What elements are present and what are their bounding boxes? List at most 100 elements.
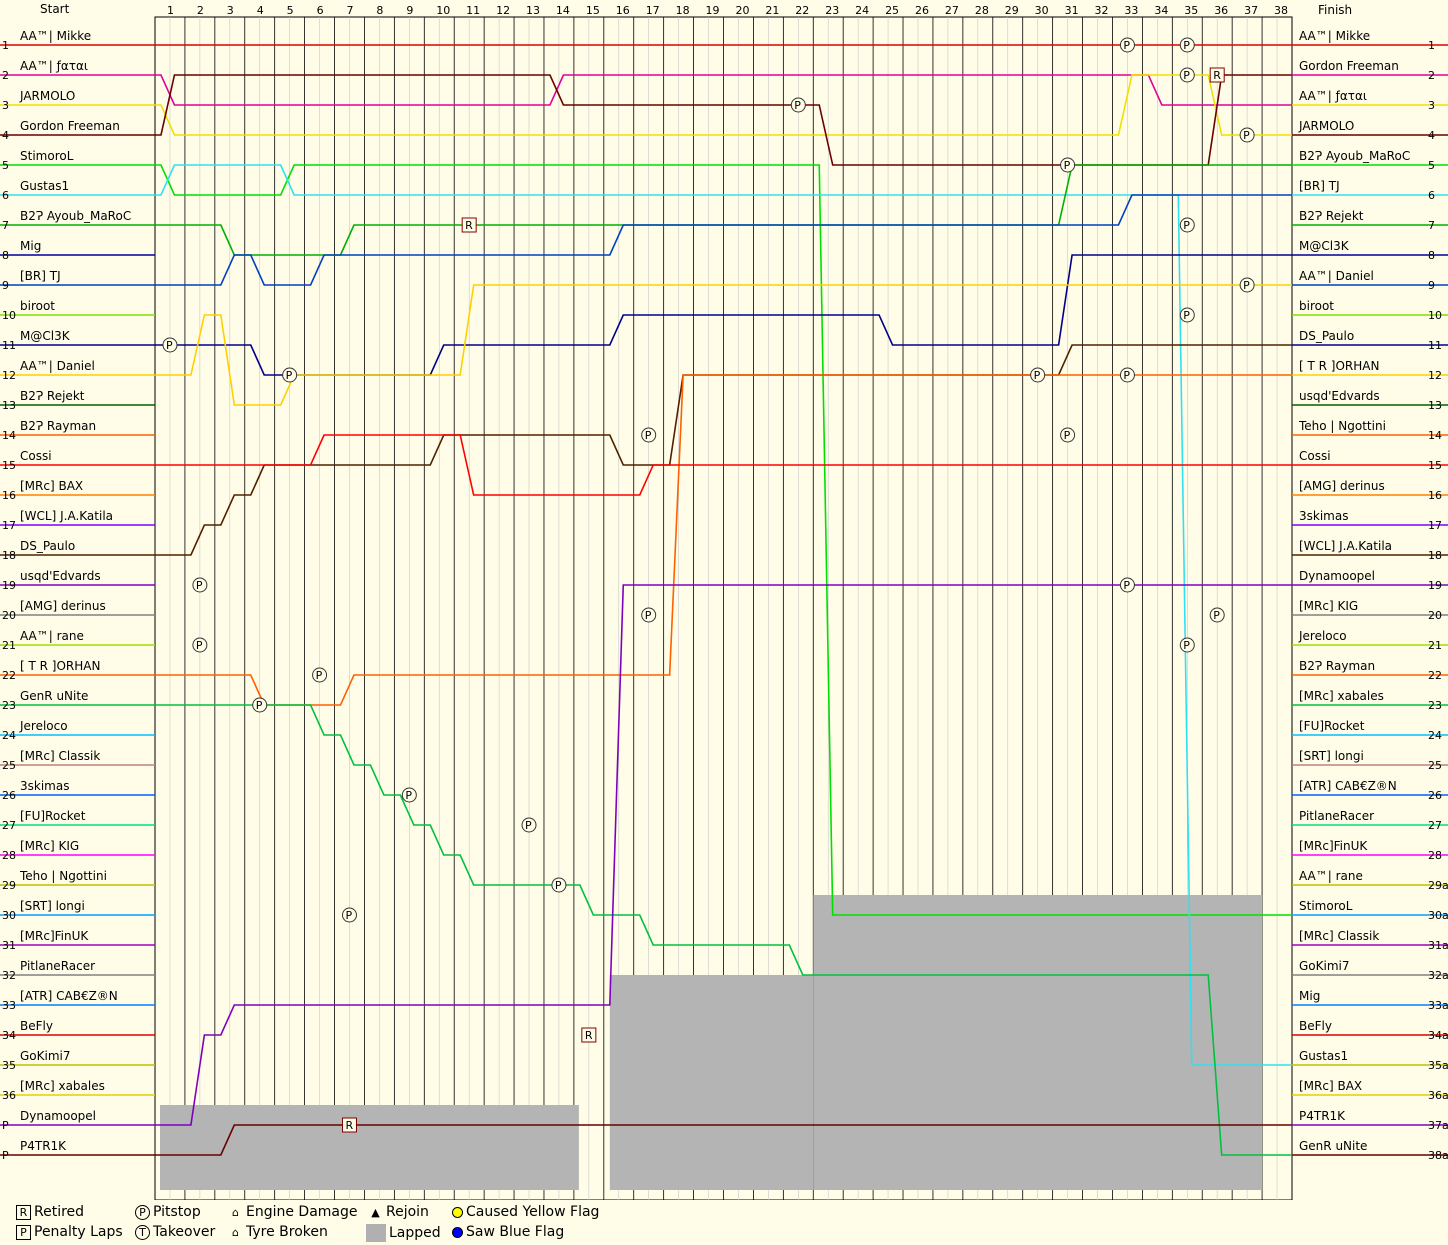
finish-position-label: 6 bbox=[1428, 189, 1435, 202]
start-position-label: 17 bbox=[2, 519, 16, 532]
pitstop-circle bbox=[641, 607, 657, 623]
start-position-label: 18 bbox=[2, 549, 16, 562]
pitstop-letter: P bbox=[645, 609, 652, 622]
driver-trace bbox=[155, 434, 1292, 496]
start-driver-label: GenR uNite bbox=[20, 689, 88, 703]
lap-number-top: 38 bbox=[1274, 4, 1288, 17]
finish-position-label: 21 bbox=[1428, 639, 1442, 652]
start-position-label: 4 bbox=[2, 129, 9, 142]
start-driver-label: [WCL] J.A.Katila bbox=[20, 509, 113, 523]
finish-driver-label: BeFly bbox=[1299, 1019, 1332, 1033]
pitstop-circle bbox=[790, 97, 806, 113]
lap-number-top: 19 bbox=[706, 4, 720, 17]
start-driver-label: AA™| ƒαται bbox=[20, 59, 88, 73]
start-position-label: 19 bbox=[2, 579, 16, 592]
lap-number-top: 37 bbox=[1244, 4, 1258, 17]
pitstop-letter: P bbox=[645, 429, 652, 442]
retired-letter: R bbox=[465, 219, 473, 232]
pitstop-marker: P bbox=[1239, 127, 1255, 143]
pitstop-circle bbox=[401, 787, 417, 803]
pitstop-marker: P bbox=[282, 367, 298, 383]
start-driver-label: Teho | Ngottini bbox=[19, 869, 107, 883]
start-driver-label: Gustas1 bbox=[20, 179, 69, 193]
pitstop-circle bbox=[1179, 637, 1195, 653]
pitstop-marker: P bbox=[1030, 367, 1046, 383]
lap-number-top: 30 bbox=[1035, 4, 1049, 17]
takeover-icon: T bbox=[135, 1224, 150, 1240]
legend-engine-label: Engine Damage bbox=[246, 1204, 358, 1220]
pitstop-circle bbox=[162, 337, 178, 353]
pitstop-marker: P bbox=[1209, 607, 1225, 623]
pitstop-letter: P bbox=[1123, 579, 1130, 592]
start-driver-label: usqd'Edvards bbox=[20, 569, 101, 583]
finish-position-label: 11 bbox=[1428, 339, 1442, 352]
lapped-region bbox=[813, 895, 1263, 1190]
finish-position-label: 19 bbox=[1428, 579, 1442, 592]
legend-lapped: Lapped bbox=[366, 1224, 441, 1242]
finish-driver-label: AA™| ƒαται bbox=[1299, 89, 1367, 103]
pitstop-marker: P bbox=[1239, 277, 1255, 293]
start-driver-label: B2Ɂ Ayoub_MaRoC bbox=[20, 209, 131, 223]
pitstop-marker: P bbox=[790, 97, 806, 113]
start-header: Start bbox=[40, 2, 70, 16]
start-position-label: 34 bbox=[2, 1029, 16, 1042]
lap-number-top: 3 bbox=[227, 4, 234, 17]
finish-position-label: 25 bbox=[1428, 759, 1442, 772]
legend-tyre: ⌂ Tyre Broken bbox=[228, 1224, 328, 1240]
pitstop-letter: P bbox=[166, 339, 173, 352]
start-driver-label: biroot bbox=[20, 299, 55, 313]
lap-number-top: 11 bbox=[466, 4, 480, 17]
start-driver-label: [ T R ]ORHAN bbox=[20, 659, 100, 673]
start-driver-label: 3skimas bbox=[20, 779, 69, 793]
pitstop-letter: P bbox=[1064, 429, 1071, 442]
pitstop-marker: P bbox=[192, 577, 208, 593]
pitstop-marker: P bbox=[1119, 367, 1135, 383]
finish-driver-label: AA™| Daniel bbox=[1299, 269, 1374, 283]
pitstop-marker: P bbox=[252, 697, 268, 713]
finish-position-label: 38a bbox=[1428, 1149, 1448, 1162]
finish-position-label: 35a bbox=[1428, 1059, 1448, 1072]
pitstop-circle bbox=[1119, 37, 1135, 53]
pitstop-letter: P bbox=[555, 879, 562, 892]
finish-position-label: 4 bbox=[1428, 129, 1435, 142]
lap-number-top: 28 bbox=[975, 4, 989, 17]
start-driver-label: [MRc] Classik bbox=[20, 749, 100, 763]
start-position-label: 1 bbox=[2, 39, 9, 52]
pitstop-marker: P bbox=[401, 787, 417, 803]
event-markers: P P P P P P P P P P P P P P P P P P P P P P P P P P P R R R R bbox=[162, 37, 1255, 1133]
finish-position-label: 23 bbox=[1428, 699, 1442, 712]
legend-yellow: Caused Yellow Flag bbox=[452, 1204, 599, 1220]
finish-driver-label: M@Cl3K bbox=[1299, 239, 1350, 253]
finish-driver-label: [ATR] CAB€Z®N bbox=[1299, 779, 1397, 793]
driver-trace bbox=[155, 374, 1292, 706]
penalty-icon: P bbox=[16, 1224, 31, 1240]
finish-driver-label: P4TR1K bbox=[1299, 1109, 1346, 1123]
lapped-area bbox=[160, 895, 1263, 1190]
finish-position-label: 9 bbox=[1428, 279, 1435, 292]
start-driver-label: JARMOLO bbox=[19, 89, 75, 103]
pitstop-letter: P bbox=[525, 819, 532, 832]
finish-position-label: 26 bbox=[1428, 789, 1442, 802]
legend-pitstop: P Pitstop bbox=[135, 1204, 201, 1220]
retired-letter: R bbox=[1213, 69, 1221, 82]
pitstop-circle bbox=[192, 577, 208, 593]
pitstop-letter: P bbox=[1123, 369, 1130, 382]
start-driver-label: [FU]Rocket bbox=[20, 809, 86, 823]
finish-position-label: 7 bbox=[1428, 219, 1435, 232]
position-series bbox=[0, 44, 1448, 1156]
pitstop-letter: P bbox=[196, 639, 203, 652]
pitstop-circle bbox=[1030, 367, 1046, 383]
finish-position-label: 3 bbox=[1428, 99, 1435, 112]
driver-trace bbox=[155, 74, 1292, 106]
legend-retired-label: Retired bbox=[34, 1204, 85, 1220]
retired-marker: R bbox=[341, 1117, 357, 1133]
finish-position-label: 27 bbox=[1428, 819, 1442, 832]
start-position-label: 32 bbox=[2, 969, 16, 982]
finish-position-label: 14 bbox=[1428, 429, 1442, 442]
pitstop-marker: P bbox=[1179, 637, 1195, 653]
start-position-label: 15 bbox=[2, 459, 16, 472]
lap-number-top: 33 bbox=[1124, 4, 1138, 17]
start-position-label: 14 bbox=[2, 429, 16, 442]
lap-number-top: 9 bbox=[406, 4, 413, 17]
